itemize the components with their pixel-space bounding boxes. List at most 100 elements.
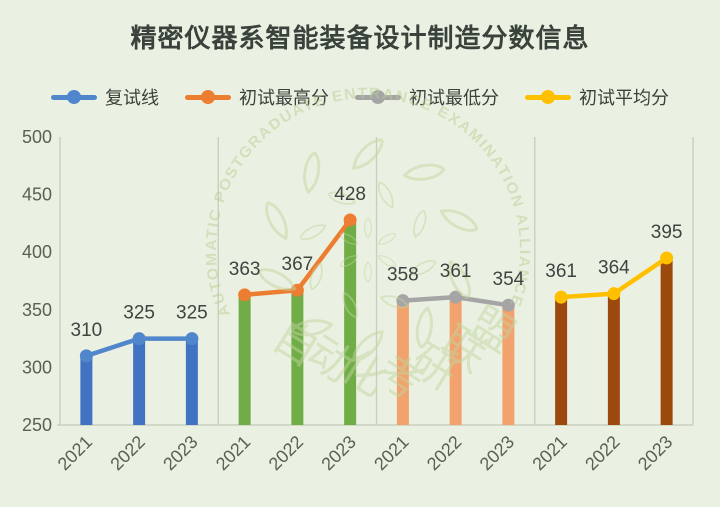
data-label: 363 <box>229 259 261 280</box>
watermark-leaf-icon <box>415 305 433 349</box>
x-tick-label: 2023 <box>159 432 201 474</box>
bar-初试最高分-2022 <box>291 290 304 425</box>
line-marker <box>290 283 304 297</box>
y-tick-label: 300 <box>22 357 52 377</box>
watermark-leaf-icon <box>352 330 384 362</box>
line-marker <box>132 332 146 346</box>
line-marker <box>660 251 674 265</box>
legend-item-chushi-min[interactable]: 初试最低分 <box>355 84 499 110</box>
y-tick-label: 350 <box>22 300 52 320</box>
watermark-graphic: AUTOMATIC POSTGRADUATE ENTRANCE EXAMINAT… <box>203 85 533 410</box>
x-tick-label: 2022 <box>423 432 465 474</box>
line-marker <box>343 213 357 227</box>
watermark-cn-char: 盟 <box>460 297 523 362</box>
legend-line-marker-icon <box>51 90 97 104</box>
y-tick-label: 450 <box>22 185 52 205</box>
series-line-初试平均分 <box>558 255 669 300</box>
watermark-leaf-icon <box>265 201 288 241</box>
y-tick-label: 500 <box>22 127 52 147</box>
watermark-ring-text: AUTOMATIC POSTGRADUATE ENTRANCE EXAMINAT… <box>203 85 533 319</box>
bar-初试平均分-2023 <box>660 257 673 425</box>
legend-line-marker-icon <box>525 90 571 104</box>
watermark-leaf-icon <box>364 217 372 239</box>
watermark-leaf-icon <box>378 181 394 209</box>
line-marker <box>185 332 199 346</box>
y-tick-label: 400 <box>22 242 52 262</box>
watermark-cn-char: 化 <box>332 341 395 406</box>
watermark-leaf-icon <box>409 260 437 276</box>
bar-初试最高分-2023 <box>344 219 357 425</box>
data-label: 367 <box>282 254 314 275</box>
data-label: 310 <box>71 320 103 341</box>
bar-复试线-2022 <box>133 338 146 425</box>
legend-item-fushixian[interactable]: 复试线 <box>51 84 159 110</box>
data-label: 354 <box>493 269 525 290</box>
bar-初试平均分-2021 <box>555 297 568 425</box>
x-tick-label: 2022 <box>106 432 148 474</box>
watermark-leaf-icon <box>342 291 358 319</box>
x-tick-label: 2021 <box>54 432 96 474</box>
series-line-初试最低分 <box>400 294 511 308</box>
legend-line-marker-icon <box>185 90 231 104</box>
watermark-cn-char: 联 <box>432 317 495 382</box>
watermark-leaf-icon <box>303 151 321 195</box>
watermark-leaf-icon <box>364 261 372 283</box>
chart-title: 精密仪器系智能装备设计制造分数信息 <box>130 24 590 53</box>
bar-初试最高分-2021 <box>238 294 251 425</box>
bar-初试最低分-2022 <box>449 297 462 425</box>
line-marker <box>396 294 410 308</box>
legend-label: 复试线 <box>105 88 159 108</box>
y-tick-label: 250 <box>22 415 52 435</box>
data-label: 364 <box>598 258 630 279</box>
watermark-leaf-icon <box>377 233 397 245</box>
data-label: 428 <box>334 184 366 205</box>
bar-初试最低分-2023 <box>502 305 515 425</box>
legend-item-chushi-max[interactable]: 初试最高分 <box>185 84 329 110</box>
legend-line-marker-icon <box>355 90 401 104</box>
watermark-cn-char: 研 <box>402 335 465 400</box>
bar-初试最低分-2021 <box>396 300 409 425</box>
watermark-leaf-icon <box>257 268 297 291</box>
line-marker <box>607 287 621 301</box>
legend-label: 初试最低分 <box>409 88 499 108</box>
data-label: 361 <box>440 261 472 282</box>
watermark-leaf-icon <box>299 224 327 240</box>
watermark-leaf-icon <box>339 233 359 245</box>
bar-复试线-2021 <box>80 355 93 425</box>
x-tick-label: 2023 <box>317 432 359 474</box>
watermark-cn-char: 动 <box>298 327 361 392</box>
bar-复试线-2023 <box>185 338 198 425</box>
series-line-初试最高分 <box>242 217 353 298</box>
watermark-cn-char: 自 <box>264 311 327 376</box>
data-label: 361 <box>545 261 577 282</box>
watermark-leaf-icon <box>439 209 479 232</box>
legend-label: 初试最高分 <box>239 88 329 108</box>
line-marker <box>79 349 93 363</box>
x-tick-label: 2021 <box>212 432 254 474</box>
bar-初试平均分-2022 <box>607 293 620 425</box>
data-label: 358 <box>387 265 419 286</box>
data-label: 325 <box>176 303 208 324</box>
watermark-leaf-icon <box>290 319 334 337</box>
x-tick-label: 2021 <box>528 432 570 474</box>
line-marker <box>554 290 568 304</box>
watermark-leaf-icon <box>377 255 397 267</box>
x-tick-label: 2023 <box>476 432 518 474</box>
x-tick-label: 2021 <box>370 432 412 474</box>
line-marker <box>449 290 463 304</box>
watermark-leaf-icon <box>327 191 357 205</box>
watermark-cn-char: 考 <box>368 345 431 410</box>
watermark-leaf-icon <box>413 209 427 239</box>
legend: 复试线 初试最高分 初试最低分 初试平均分 <box>0 82 720 112</box>
line-marker <box>501 298 515 312</box>
legend-item-chushi-avg[interactable]: 初试平均分 <box>525 84 669 110</box>
watermark-leaf-icon <box>352 138 384 170</box>
watermark-leaf-icon <box>448 259 471 299</box>
x-tick-label: 2022 <box>265 432 307 474</box>
legend-label: 初试平均分 <box>579 88 669 108</box>
x-tick-label: 2023 <box>634 432 676 474</box>
data-label: 325 <box>123 303 155 324</box>
